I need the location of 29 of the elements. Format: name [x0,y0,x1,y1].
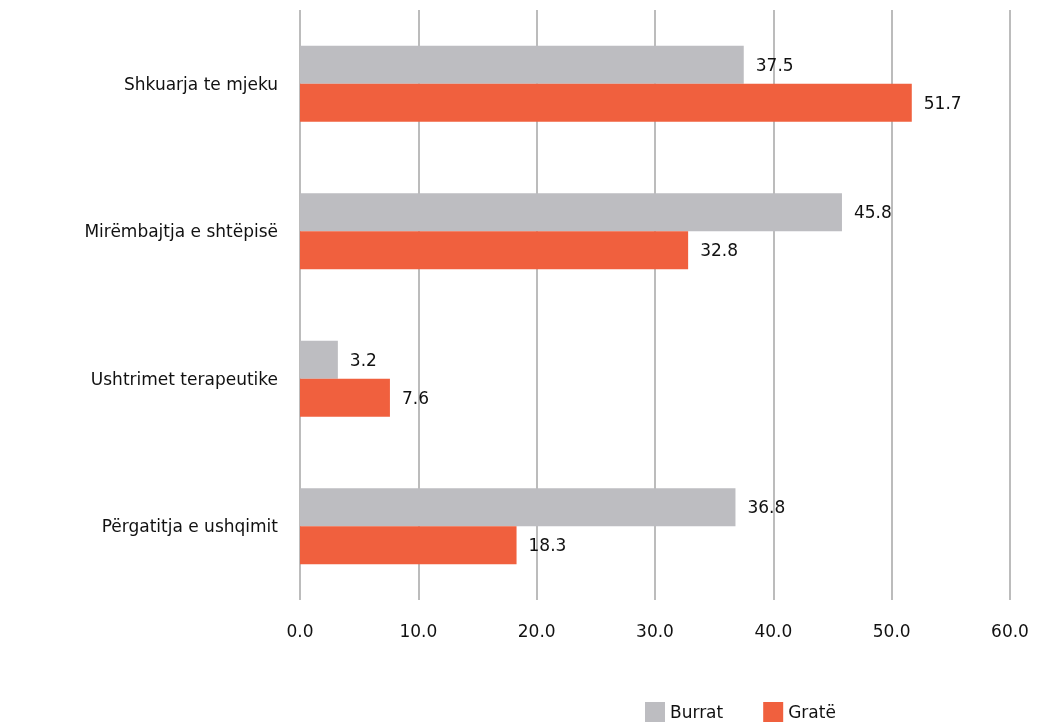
bar [300,45,744,84]
bar [300,83,912,122]
data-label: 45.8 [853,202,892,223]
data-label: 3.2 [349,349,377,370]
bar [300,193,842,232]
bar [300,340,338,379]
bar [300,526,517,565]
data-label: 51.7 [923,92,962,113]
x-tick-label: 30.0 [636,620,674,641]
data-label: 36.8 [747,497,786,518]
bar [300,488,736,527]
x-tick-label: 0.0 [286,620,314,641]
y-tick-label: Mirëmbajtja e shtëpisë [84,221,278,242]
x-tick-label: 50.0 [872,620,911,641]
legend-label: Burrat [670,702,724,722]
bar [300,378,390,417]
data-label: 37.5 [755,54,794,75]
data-label: 7.6 [401,387,429,408]
bar [300,231,689,270]
x-tick-label: 40.0 [754,620,793,641]
x-tick-label: 60.0 [991,620,1029,641]
data-label: 32.8 [700,240,738,261]
y-tick-label: Shkuarja te mjeku [124,73,278,94]
y-tick-label: Përgatitja e ushqimit [101,516,279,537]
y-tick-label: Ushtrimet terapeutike [90,368,278,389]
x-tick-label: 20.0 [517,620,556,641]
legend-label: Gratë [788,702,836,722]
data-label: 18.3 [528,535,567,556]
x-tick-label: 10.0 [399,620,438,641]
